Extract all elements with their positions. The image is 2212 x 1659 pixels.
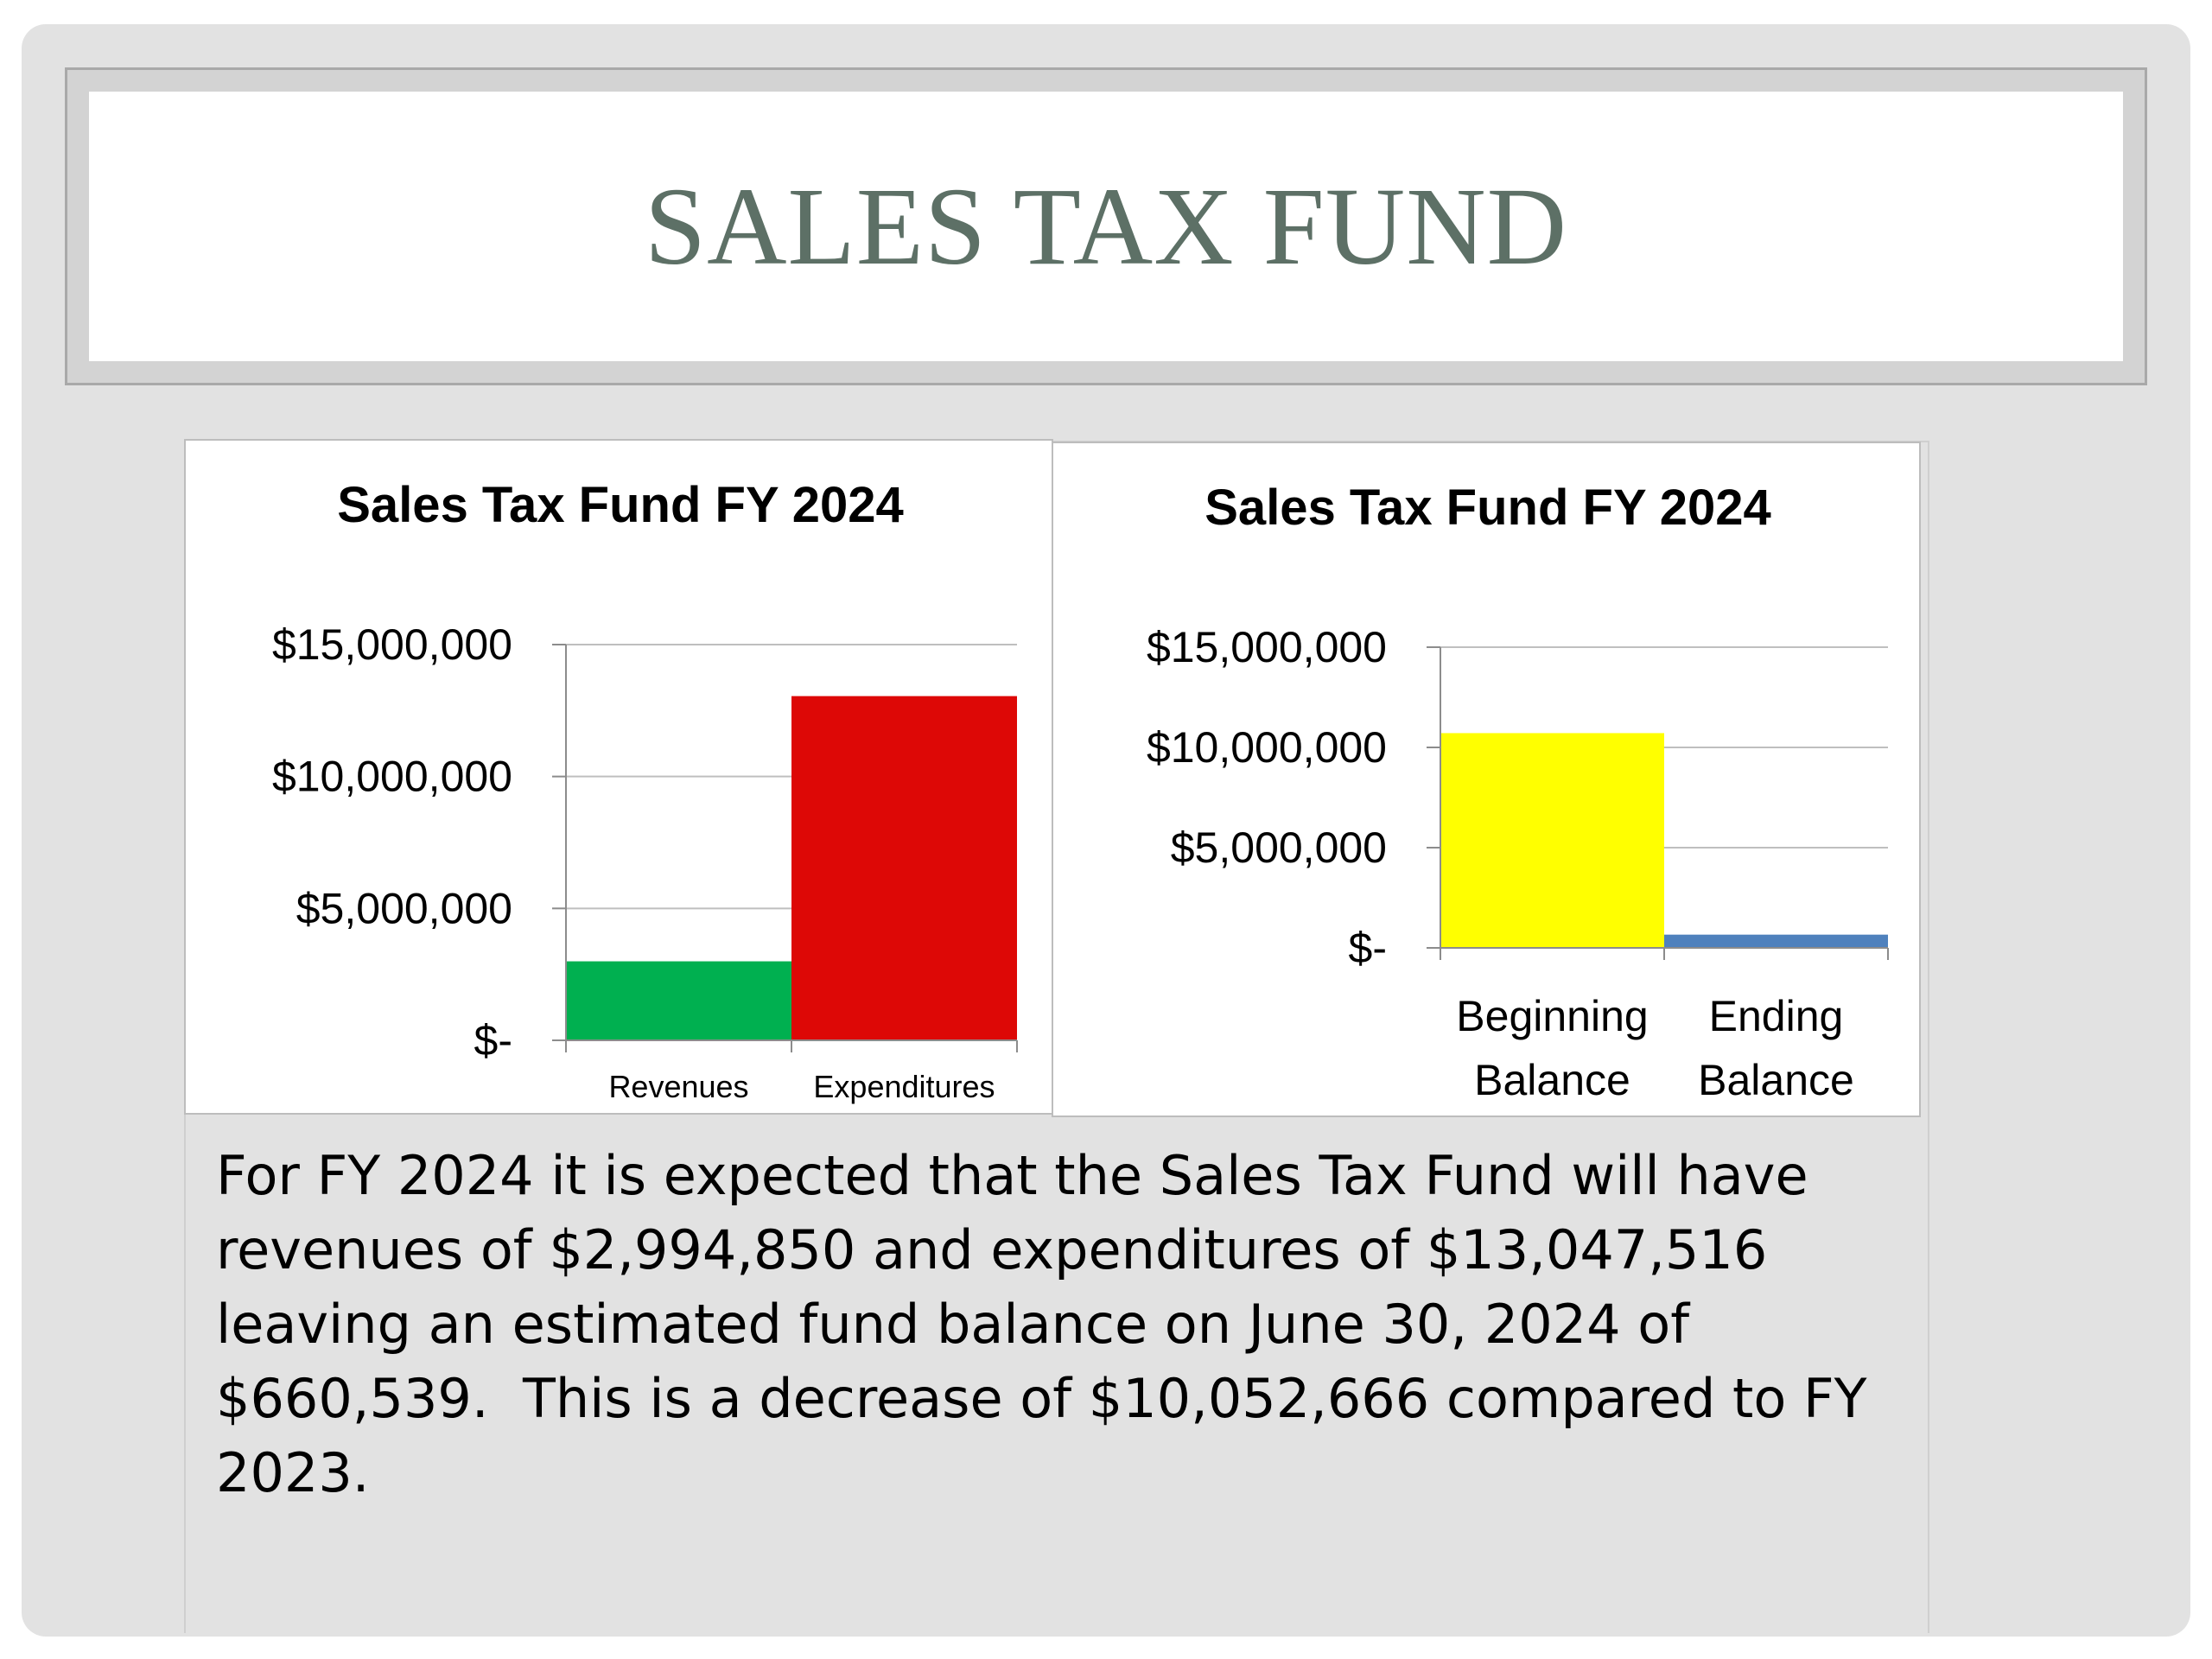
body-text: For FY 2024 it is expected that the Sale…	[216, 1144, 1885, 1504]
title-box: SALES TAX FUND	[89, 92, 2123, 361]
x-category-label: Balance	[1698, 1056, 1854, 1104]
x-category-label: Expenditures	[813, 1069, 995, 1104]
bar-ending-balance	[1664, 934, 1888, 948]
y-tick-label: $15,000,000	[272, 620, 512, 669]
title-frame: SALES TAX FUND	[65, 67, 2147, 385]
x-category-label: Beginning	[1456, 992, 1648, 1040]
chart-right-svg: Sales Tax Fund FY 2024 $- $5,000,000 $10,0…	[1147, 480, 1889, 1104]
chart-revenues-expenditures: Sales Tax Fund FY 2024 $- $5,000,000 $10,0…	[184, 439, 1053, 1115]
y-tick-label: $5,000,000	[1171, 823, 1387, 872]
y-tick-label: $-	[474, 1016, 512, 1065]
bar-beginning-balance	[1440, 733, 1664, 948]
x-category-label: Revenues	[608, 1069, 748, 1104]
y-tick-label: $-	[1349, 924, 1387, 972]
bar-revenues	[566, 961, 791, 1040]
x-category-label: Ending	[1709, 992, 1844, 1040]
chart-title: Sales Tax Fund FY 2024	[337, 477, 903, 533]
y-tick-label: $10,000,000	[272, 753, 512, 801]
x-category-label: Balance	[1474, 1056, 1630, 1104]
bar-expenditures	[791, 696, 1017, 1040]
chart-title: Sales Tax Fund FY 2024	[1205, 480, 1770, 536]
y-tick-label: $5,000,000	[296, 884, 512, 932]
slide-title: SALES TAX FUND	[644, 164, 1568, 288]
chart-fund-balance: Sales Tax Fund FY 2024 $- $5,000,000 $10,0…	[1052, 442, 1921, 1117]
y-tick-label: $10,000,000	[1147, 723, 1387, 772]
y-tick-label: $15,000,000	[1147, 623, 1387, 671]
chart-left-svg: Sales Tax Fund FY 2024 $- $5,000,000 $10,0…	[272, 477, 1018, 1104]
